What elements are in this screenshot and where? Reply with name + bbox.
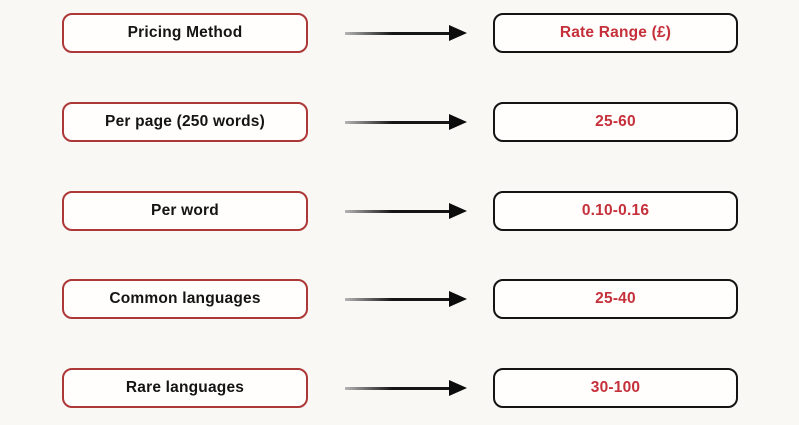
arrow-head: [449, 203, 467, 219]
method-box: Per page (250 words): [62, 102, 308, 142]
diagram-row-header: Pricing Method Rate Range (£): [0, 13, 799, 53]
arrow-head: [449, 291, 467, 307]
rate-box: Rate Range (£): [493, 13, 738, 53]
rate-box: 25-60: [493, 102, 738, 142]
arrow-head: [449, 25, 467, 41]
arrow-line: [345, 120, 450, 124]
arrow-head: [449, 114, 467, 130]
diagram-row: Rare languages 30-100: [0, 368, 799, 408]
diagram-row: Common languages 25-40: [0, 279, 799, 319]
arrow-icon: [345, 380, 467, 396]
arrow-line: [345, 209, 450, 213]
arrow-line: [345, 297, 450, 301]
method-box: Pricing Method: [62, 13, 308, 53]
rate-box: 25-40: [493, 279, 738, 319]
arrow-icon: [345, 25, 467, 41]
arrow-icon: [345, 203, 467, 219]
arrow-line: [345, 386, 450, 390]
method-box: Rare languages: [62, 368, 308, 408]
arrow-icon: [345, 114, 467, 130]
method-box: Common languages: [62, 279, 308, 319]
diagram-row: Per word 0.10-0.16: [0, 191, 799, 231]
rate-box: 0.10-0.16: [493, 191, 738, 231]
rate-box: 30-100: [493, 368, 738, 408]
method-box: Per word: [62, 191, 308, 231]
diagram-row: Per page (250 words) 25-60: [0, 102, 799, 142]
arrow-icon: [345, 291, 467, 307]
arrow-line: [345, 31, 450, 35]
arrow-head: [449, 380, 467, 396]
